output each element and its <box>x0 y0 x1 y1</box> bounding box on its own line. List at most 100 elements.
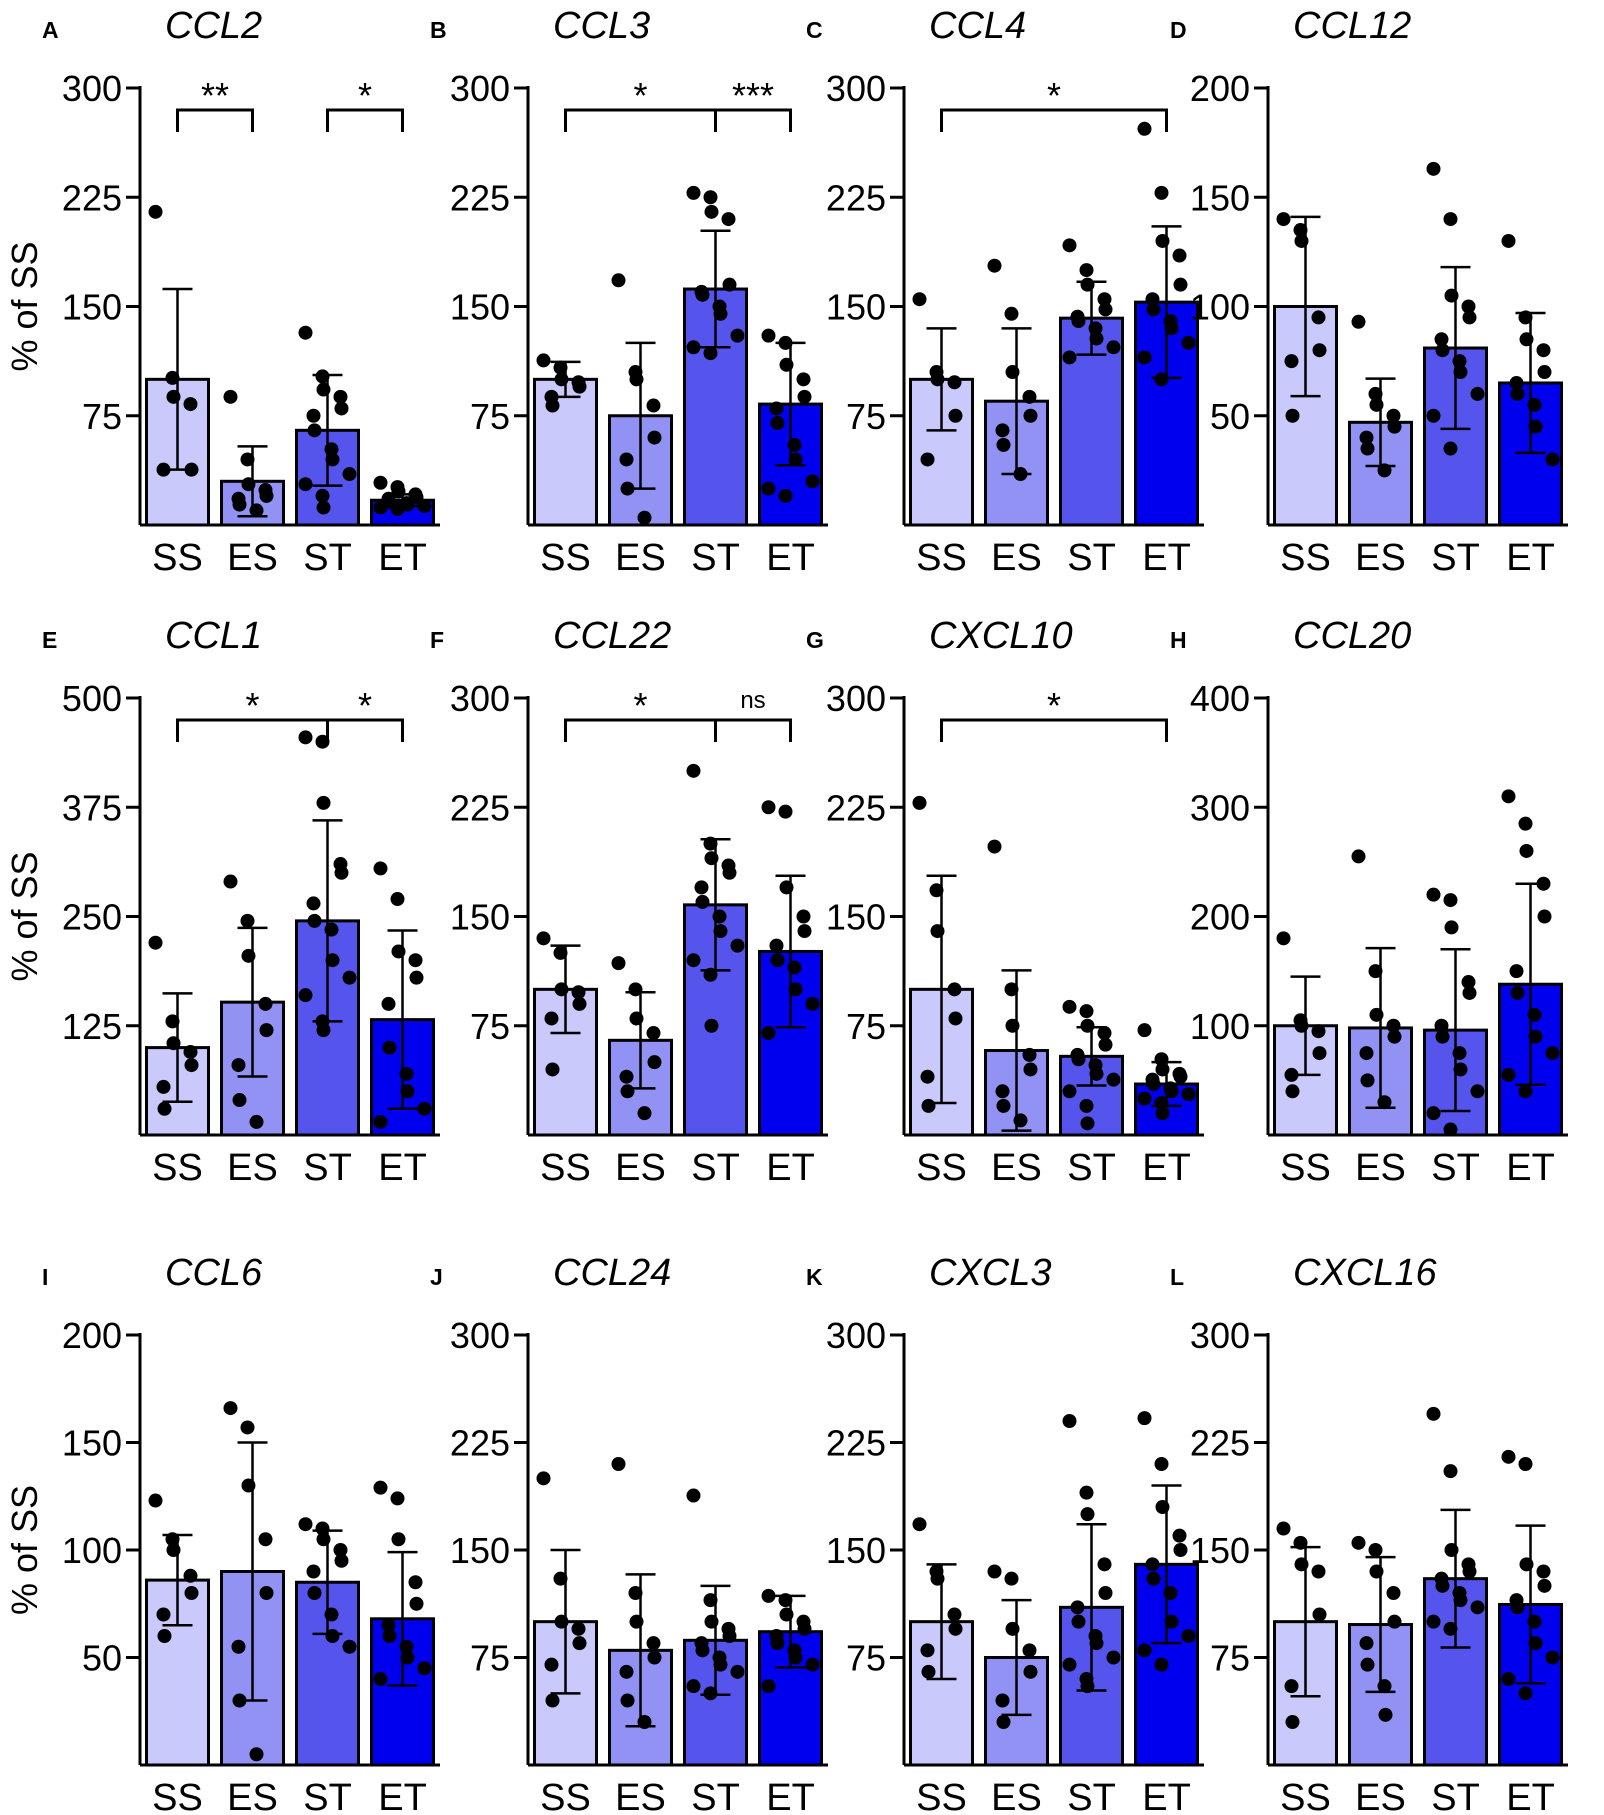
x-tick-label: ES <box>1355 1777 1406 1815</box>
data-point <box>1527 1614 1542 1629</box>
y-tick-label: 375 <box>62 787 122 828</box>
data-point <box>156 462 171 477</box>
data-point <box>1284 1679 1299 1694</box>
data-point <box>1163 1586 1178 1600</box>
data-point <box>1080 1018 1095 1033</box>
x-tick-label: ET <box>1142 1147 1191 1189</box>
data-point <box>1510 985 1525 1000</box>
data-point <box>779 357 794 372</box>
x-tick-label: SS <box>916 537 967 579</box>
data-point <box>704 851 719 866</box>
data-point <box>1518 1457 1533 1471</box>
data-point <box>686 763 701 778</box>
panel-title: CCL24 <box>553 1252 671 1294</box>
data-point <box>796 372 811 387</box>
data-point <box>298 477 313 492</box>
data-point <box>1080 1116 1095 1131</box>
data-point <box>1462 985 1477 1000</box>
data-point <box>1501 789 1516 804</box>
panel-i: I CCL6 50 100 150 200 % of SS SS ES ST ET <box>4 1252 440 1815</box>
data-point <box>1434 332 1449 347</box>
data-point <box>1351 849 1366 864</box>
y-tick-label: 150 <box>450 897 510 938</box>
data-point <box>1501 233 1516 248</box>
panel-title: CXCL10 <box>929 615 1073 657</box>
data-point <box>1312 1607 1327 1622</box>
data-point <box>259 1023 274 1038</box>
data-point <box>1062 999 1077 1014</box>
y-tick-label: 125 <box>62 1006 122 1047</box>
x-tick-label: ET <box>378 1147 427 1189</box>
data-point <box>399 1639 414 1654</box>
data-point <box>390 892 405 907</box>
data-point <box>1145 292 1160 307</box>
data-point <box>1444 288 1459 303</box>
y-tick-label: 225 <box>450 1423 510 1464</box>
panel-l: L CXCL16 75 150 225 300 SS ES ST ET <box>1170 1252 1568 1815</box>
data-point <box>722 1629 737 1643</box>
data-point <box>1154 1052 1169 1067</box>
data-point <box>1470 1600 1485 1615</box>
data-point <box>306 896 321 911</box>
y-tick-label: 225 <box>1190 1423 1250 1464</box>
data-point <box>1137 121 1152 136</box>
data-point <box>417 1661 432 1676</box>
data-point <box>1097 1557 1112 1572</box>
x-tick-label: ST <box>1431 1777 1480 1815</box>
data-point <box>545 1062 560 1077</box>
data-point <box>704 1614 719 1629</box>
y-axis-title: % of SS <box>4 241 45 371</box>
data-point <box>1284 354 1299 369</box>
data-point <box>1510 1600 1525 1615</box>
x-tick-label: SS <box>916 1147 967 1189</box>
data-point <box>390 501 405 516</box>
data-point <box>1005 1018 1020 1033</box>
data-point <box>166 389 181 404</box>
panel-title: CCL22 <box>553 615 671 657</box>
data-point <box>1004 982 1019 997</box>
x-tick-label: ST <box>691 1147 740 1189</box>
x-tick-label: SS <box>152 1777 203 1815</box>
data-point <box>1079 1004 1094 1019</box>
x-tick-label: ES <box>991 1777 1042 1815</box>
data-point <box>342 970 357 985</box>
data-point <box>805 474 820 489</box>
data-point <box>544 1011 559 1026</box>
data-point <box>1155 1062 1170 1077</box>
data-point <box>619 1664 634 1679</box>
data-point <box>391 1532 406 1547</box>
x-tick-label: ET <box>1506 1147 1555 1189</box>
data-point <box>148 204 163 219</box>
data-point <box>1022 389 1037 404</box>
panel-title: CCL12 <box>1293 5 1411 47</box>
data-point <box>1368 386 1383 401</box>
data-point <box>1537 1578 1552 1593</box>
data-point <box>1276 212 1291 227</box>
data-point <box>554 1614 569 1629</box>
panel-g: G CXCL10 75 150 225 300 SS ES ST ET * <box>806 615 1204 1189</box>
data-point <box>1098 1037 1113 1052</box>
data-point <box>1519 332 1534 347</box>
data-point <box>921 1098 936 1113</box>
data-point <box>572 379 587 394</box>
data-point <box>1071 1614 1086 1629</box>
data-point <box>620 481 635 496</box>
data-point <box>722 277 737 292</box>
data-point <box>1452 354 1467 369</box>
data-point <box>619 452 634 467</box>
x-tick-label: ES <box>615 537 666 579</box>
data-point <box>1435 343 1450 358</box>
x-tick-label: ST <box>1067 1777 1116 1815</box>
data-point <box>920 1643 935 1658</box>
data-point <box>948 408 963 423</box>
data-point <box>1089 1636 1104 1651</box>
data-point <box>223 874 238 889</box>
data-point <box>1181 335 1196 350</box>
bar <box>1423 346 1488 527</box>
data-point <box>408 1575 423 1590</box>
data-point <box>987 1564 1002 1579</box>
x-tick-label: SS <box>152 1147 203 1189</box>
data-point <box>1070 1600 1085 1615</box>
significance-label: * <box>245 685 259 726</box>
